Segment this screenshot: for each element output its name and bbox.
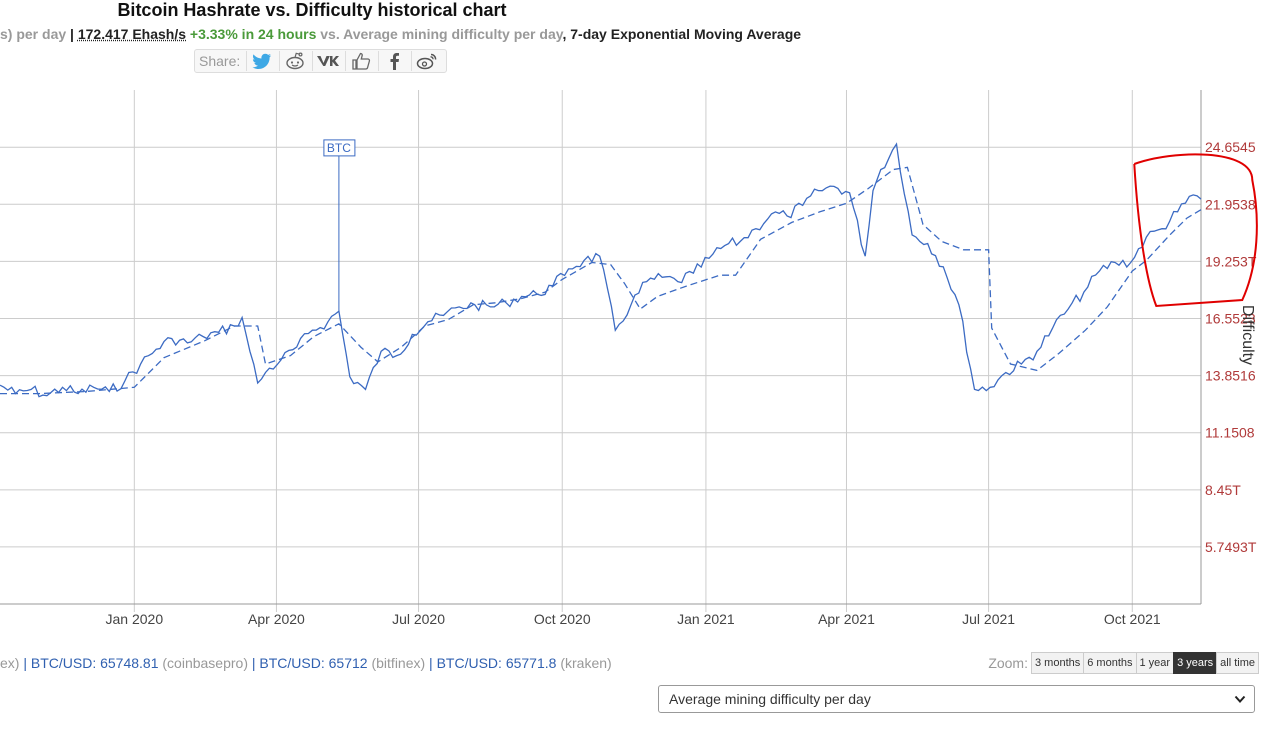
subtitle-ema: 7-day Exponential Moving Average bbox=[566, 26, 802, 42]
chart-series bbox=[0, 142, 1202, 398]
price-kraken[interactable]: BTC/USD: 65771.8 bbox=[436, 655, 557, 671]
y-tick-label: 13.8516 bbox=[1205, 368, 1256, 384]
zoom-3-months-button[interactable]: 3 months bbox=[1031, 652, 1085, 674]
price-source-coinbasepro: (coinbasepro) bbox=[158, 655, 248, 671]
y-tick-label: 5.7493T bbox=[1205, 539, 1257, 555]
price-ticker: ex) | BTC/USD: 65748.81 (coinbasepro) | … bbox=[0, 655, 612, 671]
chart-subtitle: s) per day | 172.417 Ehash/s +3.33% in 2… bbox=[0, 26, 802, 42]
subtitle-comparison: vs. Average mining difficulty per day bbox=[316, 26, 563, 42]
x-axis-labels: Jan 2020 Apr 2020 Jul 2020 Oct 2020 Jan 2021… bbox=[106, 611, 1161, 627]
page-title: Bitcoin Hashrate vs. Difficulty historic… bbox=[117, 0, 507, 20]
x-tick-label: Jul 2021 bbox=[962, 611, 1015, 627]
facebook-icon[interactable] bbox=[378, 51, 409, 71]
x-tick-label: Jan 2021 bbox=[677, 611, 735, 627]
price-separator: | bbox=[19, 655, 31, 671]
twitter-icon[interactable] bbox=[246, 51, 277, 71]
y-tick-label: 21.9538 bbox=[1205, 196, 1256, 212]
price-coinbasepro[interactable]: BTC/USD: 65748.81 bbox=[30, 655, 159, 671]
zoom-all-time-button[interactable]: all time bbox=[1216, 652, 1259, 674]
x-tick-label: Jan 2020 bbox=[106, 611, 164, 627]
x-tick-label: Apr 2020 bbox=[248, 611, 305, 627]
zoom-6-months-button[interactable]: 6 months bbox=[1083, 652, 1137, 674]
y-tick-label: 24.6545 bbox=[1205, 139, 1256, 155]
vk-icon[interactable] bbox=[312, 51, 343, 71]
y-axis-title: Difficulty bbox=[1239, 305, 1256, 365]
share-label: Share: bbox=[199, 53, 241, 69]
hashrate-change: +3.33% in 24 hours bbox=[186, 26, 317, 42]
x-tick-label: Oct 2020 bbox=[534, 611, 591, 627]
btc-flag-label: BTC bbox=[327, 141, 351, 155]
subtitle-prefix: s) per day bbox=[0, 26, 67, 42]
y-tick-label: 8.45T bbox=[1205, 482, 1241, 498]
price-source-kraken: (kraken) bbox=[556, 655, 612, 671]
price-source-bitfinex: (bitfinex) bbox=[367, 655, 426, 671]
price-separator: | bbox=[425, 655, 437, 671]
weibo-icon[interactable] bbox=[411, 51, 442, 71]
reddit-icon[interactable] bbox=[279, 51, 310, 71]
zoom-1-year-button[interactable]: 1 year bbox=[1135, 652, 1175, 674]
ema-series-line bbox=[0, 166, 1202, 395]
price-source-partial: ex) bbox=[0, 655, 20, 671]
x-tick-label: Oct 2021 bbox=[1104, 611, 1161, 627]
metric-select[interactable]: Average mining difficulty per day bbox=[658, 685, 1255, 713]
y-axis-labels: 24.6545 21.9538 19.253T 16.5523 13.8516 11.15… bbox=[1205, 139, 1257, 555]
hashrate-value[interactable]: 172.417 Ehash/s bbox=[77, 26, 187, 42]
x-tick-label: Jul 2020 bbox=[392, 611, 445, 627]
chart-grid bbox=[0, 90, 1202, 612]
zoom-controls: Zoom: 3 months 6 months 1 year 3 years a… bbox=[988, 652, 1259, 674]
share-bar: Share: bbox=[194, 49, 448, 73]
x-tick-label: Apr 2021 bbox=[818, 611, 875, 627]
like-icon[interactable] bbox=[345, 51, 376, 71]
y-tick-label: 19.253T bbox=[1205, 253, 1257, 269]
difficulty-chart[interactable]: Jan 2020 Apr 2020 Jul 2020 Oct 2020 Jan 2021… bbox=[0, 80, 1269, 640]
red-highlight-circle bbox=[1133, 153, 1258, 308]
zoom-3-years-button[interactable]: 3 years bbox=[1173, 652, 1218, 674]
subtitle-separator: | bbox=[66, 26, 78, 42]
chart-overlay: BTC bbox=[323, 139, 1258, 312]
y-tick-label: 16.5523 bbox=[1205, 311, 1256, 327]
price-separator: | bbox=[248, 655, 260, 671]
zoom-label: Zoom: bbox=[988, 655, 1028, 671]
metric-select-value: Average mining difficulty per day bbox=[669, 691, 871, 707]
chevron-down-icon bbox=[1234, 695, 1246, 703]
subtitle-comma: , bbox=[562, 26, 567, 42]
difficulty-series-line bbox=[0, 142, 1202, 398]
price-bitfinex[interactable]: BTC/USD: 65712 bbox=[259, 655, 368, 671]
y-tick-label: 11.1508 bbox=[1205, 425, 1255, 441]
